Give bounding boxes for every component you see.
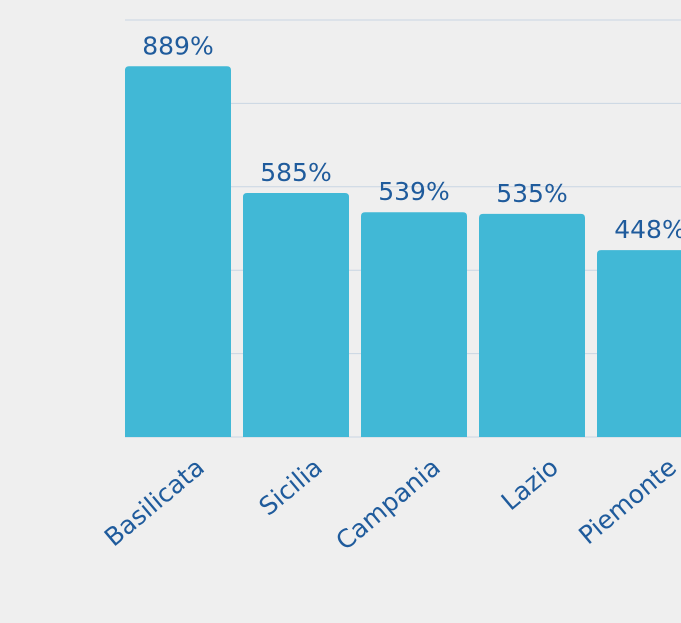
x-tick-label: Piemonte: [573, 452, 681, 550]
x-tick-label: Basilicata: [99, 452, 210, 552]
value-label: 535%: [496, 179, 567, 208]
bar: [361, 212, 467, 437]
bar: [243, 193, 349, 437]
bar: [597, 250, 681, 437]
bar: [125, 66, 231, 438]
value-label: 539%: [378, 177, 449, 206]
value-label: 889%: [142, 31, 213, 60]
x-tick-label: Sicilia: [254, 452, 328, 521]
x-tick-label: Lazio: [496, 452, 564, 516]
value-label: 585%: [260, 158, 331, 187]
x-tick-label: Campania: [330, 452, 445, 555]
bar: [479, 213, 585, 437]
value-label: 448%: [614, 215, 681, 244]
